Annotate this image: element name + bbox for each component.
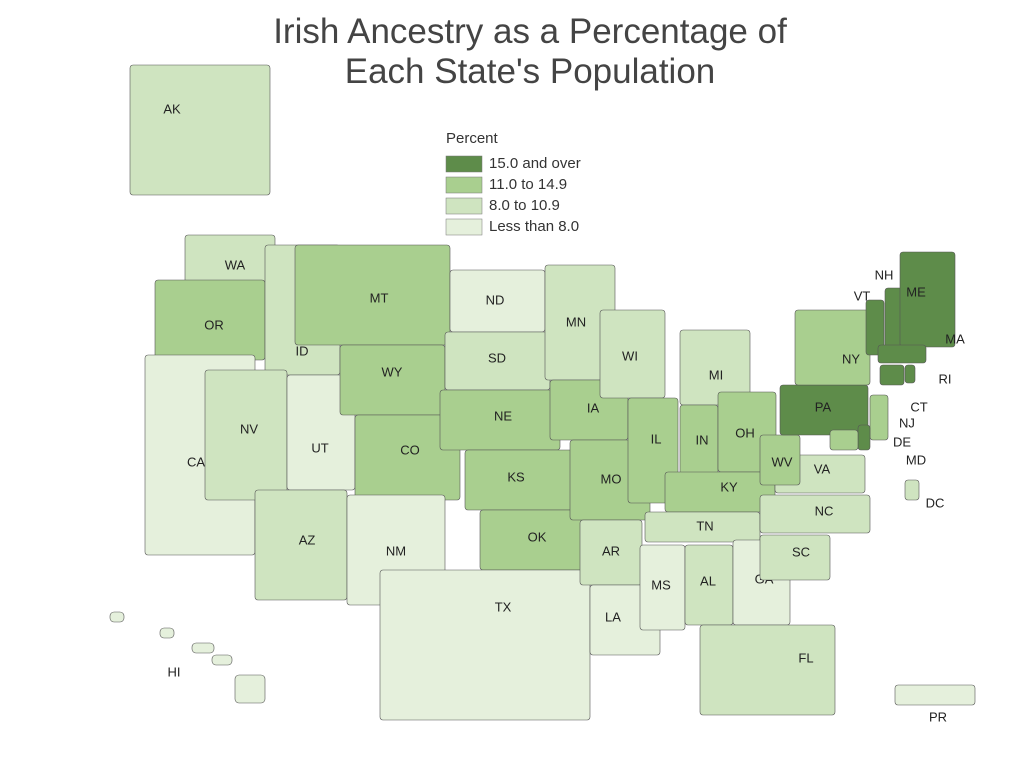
state-label: MI	[709, 367, 723, 382]
state-region	[129, 64, 271, 196]
state-region	[159, 627, 175, 639]
state-region	[759, 534, 831, 581]
state-region	[234, 674, 266, 704]
state-region	[699, 624, 836, 716]
legend-title: Percent	[446, 130, 499, 147]
state-region	[109, 611, 125, 623]
state-label: SC	[792, 544, 810, 559]
state-label: AR	[602, 543, 620, 558]
state-label: OK	[528, 529, 547, 544]
state-label: ME	[906, 284, 926, 299]
state-label: PA	[815, 399, 832, 414]
state-label: HI	[168, 664, 181, 679]
state-region	[899, 251, 956, 348]
state-label: WA	[225, 257, 246, 272]
state-label: NC	[815, 503, 834, 518]
state-region	[759, 434, 801, 486]
state-region	[339, 344, 446, 416]
state-label: NE	[494, 408, 512, 423]
legend-swatch	[445, 218, 483, 236]
state-label: OR	[204, 317, 224, 332]
state-region	[894, 684, 976, 706]
state-label: ID	[296, 343, 309, 358]
state-region	[759, 494, 871, 534]
state-region	[865, 299, 885, 356]
state-label: AZ	[299, 532, 316, 547]
state-label: UT	[311, 440, 328, 455]
state-label: NJ	[899, 415, 915, 430]
state-label: KY	[720, 479, 738, 494]
state-label: TN	[696, 518, 713, 533]
state-label: MN	[566, 314, 586, 329]
state-label: RI	[939, 371, 952, 386]
legend-label: Less than 8.0	[489, 218, 579, 235]
state-label: NH	[875, 267, 894, 282]
state-region	[857, 424, 871, 451]
state-label: NV	[240, 421, 258, 436]
state-label: IN	[696, 432, 709, 447]
state-label: WV	[772, 454, 793, 469]
state-label: LA	[605, 609, 621, 624]
state-region	[829, 429, 859, 451]
state-region	[877, 344, 927, 364]
state-label: WY	[382, 364, 403, 379]
state-label: SD	[488, 350, 506, 365]
state-region	[211, 654, 233, 666]
state-label: MT	[370, 290, 389, 305]
state-label: AK	[163, 101, 181, 116]
legend-label: 11.0 to 14.9	[489, 176, 567, 193]
state-label: MA	[945, 331, 965, 346]
state-region	[379, 569, 591, 721]
legend-label: 8.0 to 10.9	[489, 197, 560, 214]
state-label: OH	[735, 425, 755, 440]
state-label: NY	[842, 351, 860, 366]
legend-label: 15.0 and over	[489, 155, 581, 172]
state-label: FL	[798, 650, 813, 665]
state-region	[879, 364, 905, 386]
state-label: CO	[400, 442, 420, 457]
state-label: DC	[926, 495, 945, 510]
state-label: PR	[929, 709, 947, 724]
state-label: NM	[386, 543, 406, 558]
state-label: CT	[910, 399, 927, 414]
legend-swatch	[445, 197, 483, 215]
state-label: VT	[854, 288, 871, 303]
state-label: AL	[700, 573, 716, 588]
state-label: MO	[601, 471, 622, 486]
state-label: MD	[906, 452, 926, 467]
state-region	[794, 309, 871, 386]
state-region	[191, 642, 215, 654]
state-label: CA	[187, 454, 205, 469]
state-label: IA	[587, 400, 600, 415]
state-label: WI	[622, 348, 638, 363]
state-label: IL	[651, 431, 662, 446]
state-label: KS	[507, 469, 525, 484]
state-region	[869, 394, 889, 441]
legend-swatch	[445, 176, 483, 194]
map-title: Irish Ancestry as a Percentage of Each S…	[273, 12, 787, 91]
state-label: VA	[814, 461, 831, 476]
state-region	[904, 364, 916, 384]
state-label: TX	[495, 599, 512, 614]
state-label: ND	[486, 292, 505, 307]
state-label: DE	[893, 434, 911, 449]
legend-swatch	[445, 155, 483, 173]
state-region	[904, 479, 920, 501]
state-label: MS	[651, 577, 671, 592]
